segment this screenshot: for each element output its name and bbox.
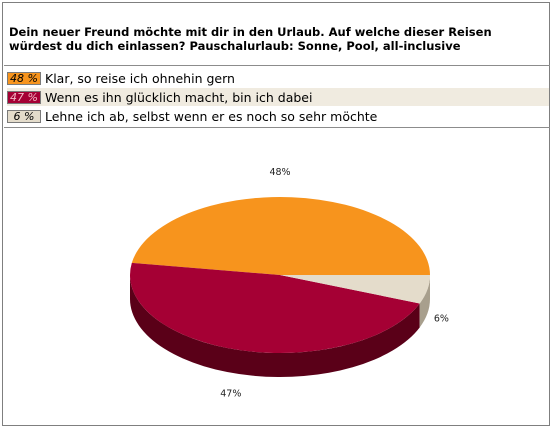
divider-bottom	[4, 127, 550, 128]
answer-percent-1: 48 %	[7, 71, 41, 85]
answer-text-3: Lehne ich ab, selbst wenn er es noch so …	[45, 108, 378, 124]
poll-panel: Dein neuer Freund möchte mit dir in den …	[2, 2, 550, 426]
poll-question: Dein neuer Freund möchte mit dir in den …	[9, 25, 492, 53]
pie-side-2	[130, 275, 420, 378]
pie-label-1: 48%	[269, 167, 290, 178]
answer-text-2: Wenn es ihn glücklich macht, bin ich dab…	[45, 89, 313, 105]
answer-text-1: Klar, so reise ich ohnehin gern	[45, 70, 235, 86]
answer-row-2: 47 % Wenn es ihn glücklich macht, bin ic…	[7, 88, 549, 106]
answer-percent-3: 6 %	[7, 109, 41, 123]
pie-chart: 48% 47% 6%	[130, 167, 449, 399]
answer-list: 48 % Klar, so reise ich ohnehin gern 47 …	[7, 69, 549, 126]
answer-percent-2: 47 %	[7, 90, 41, 104]
answer-row-1: 48 % Klar, so reise ich ohnehin gern	[7, 69, 549, 87]
pie-slice-1	[131, 196, 431, 275]
divider-top	[4, 65, 550, 66]
pie-slice-2	[130, 262, 420, 353]
answer-row-3: 6 % Lehne ich ab, selbst wenn er es noch…	[7, 107, 549, 125]
pie-slice-3	[280, 275, 430, 304]
pie-side-3	[419, 275, 431, 328]
pie-label-2: 47%	[220, 388, 241, 399]
pie-label-3: 6%	[434, 313, 449, 324]
